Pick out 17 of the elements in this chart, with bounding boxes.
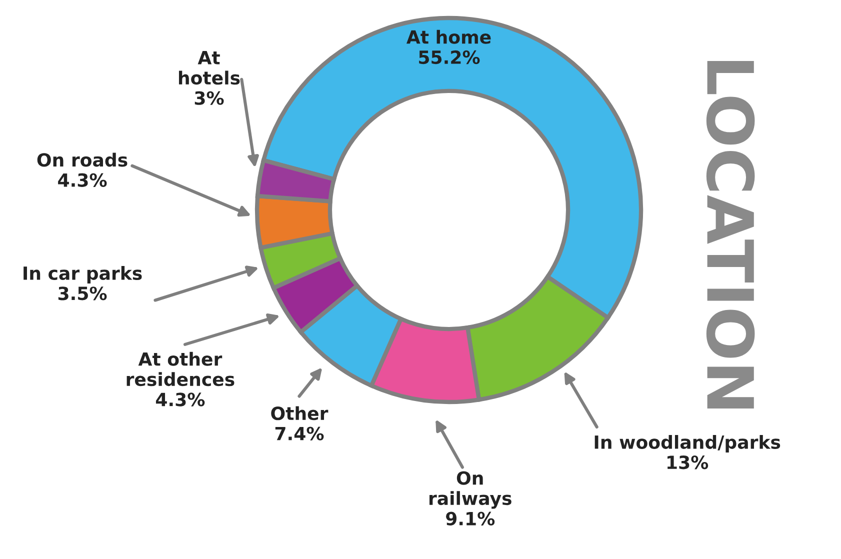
data-label: 4.3%: [58, 173, 107, 187]
slice-label: On roads: [37, 152, 128, 167]
slice-label: In woodland/parks: [594, 434, 780, 452]
slice-label: At home: [406, 30, 491, 44]
slice-label: At other residences: [126, 352, 234, 386]
slice-label: Other: [271, 406, 328, 420]
slice-label: On railways: [429, 471, 512, 509]
data-label: 3%: [194, 91, 224, 105]
slice-label: In car parks: [24, 266, 142, 284]
slice-label: At hotels: [178, 51, 240, 85]
data-label: 3.5%: [58, 286, 107, 300]
data-label: 4.3%: [156, 392, 205, 406]
text: LOCATION: [706, 61, 755, 409]
data-label: 55.2%: [419, 50, 480, 64]
data-label: 9.1%: [446, 512, 495, 526]
data-label: 7.4%: [275, 426, 324, 440]
data-label: 13%: [668, 456, 708, 470]
